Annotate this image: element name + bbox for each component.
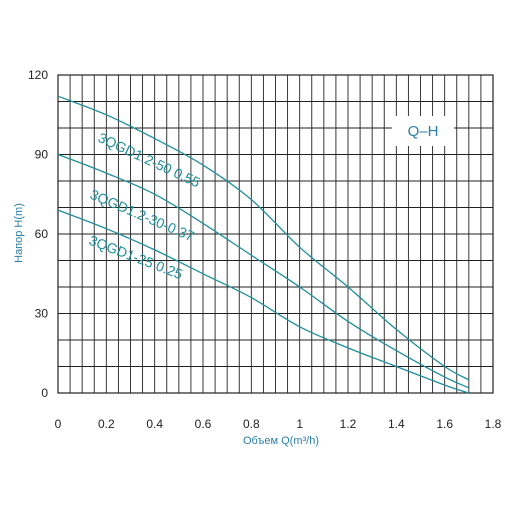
x-tick-label: 0.2	[98, 417, 115, 431]
series-line-0	[57, 95, 470, 381]
x-tick-label: 0.6	[195, 417, 212, 431]
series-line-1	[57, 153, 470, 389]
y-axis-label: Напор H(m)	[13, 203, 25, 263]
y-tick-label: 60	[35, 227, 49, 241]
x-tick-label: 0	[55, 417, 62, 431]
plot-frame	[57, 74, 494, 394]
y-tick-labels: 0 30 60 90 120	[28, 68, 48, 400]
x-axis-label: Объем Q(m³/h)	[243, 435, 319, 447]
series-line-2	[57, 209, 470, 394]
legend-qh: Q–H	[408, 123, 439, 140]
x-tick-label: 1.8	[485, 417, 502, 431]
x-tick-label: 1.6	[436, 417, 453, 431]
x-tick-label: 0.8	[243, 417, 260, 431]
y-tick-label: 30	[35, 307, 49, 321]
x-tick-label: 0.4	[146, 417, 163, 431]
x-tick-label: 1.4	[388, 417, 405, 431]
y-tick-label: 0	[41, 386, 48, 400]
grid	[57, 74, 494, 394]
x-tick-label: 1	[296, 417, 303, 431]
y-tick-label: 90	[35, 148, 49, 162]
x-tick-label: 1.2	[340, 417, 357, 431]
y-tick-label: 120	[28, 68, 48, 82]
curves	[57, 95, 470, 394]
x-tick-labels: 0 0.2 0.4 0.6 0.8 1 1.2 1.4 1.6 1.8	[55, 417, 502, 431]
legend-box	[392, 116, 454, 146]
